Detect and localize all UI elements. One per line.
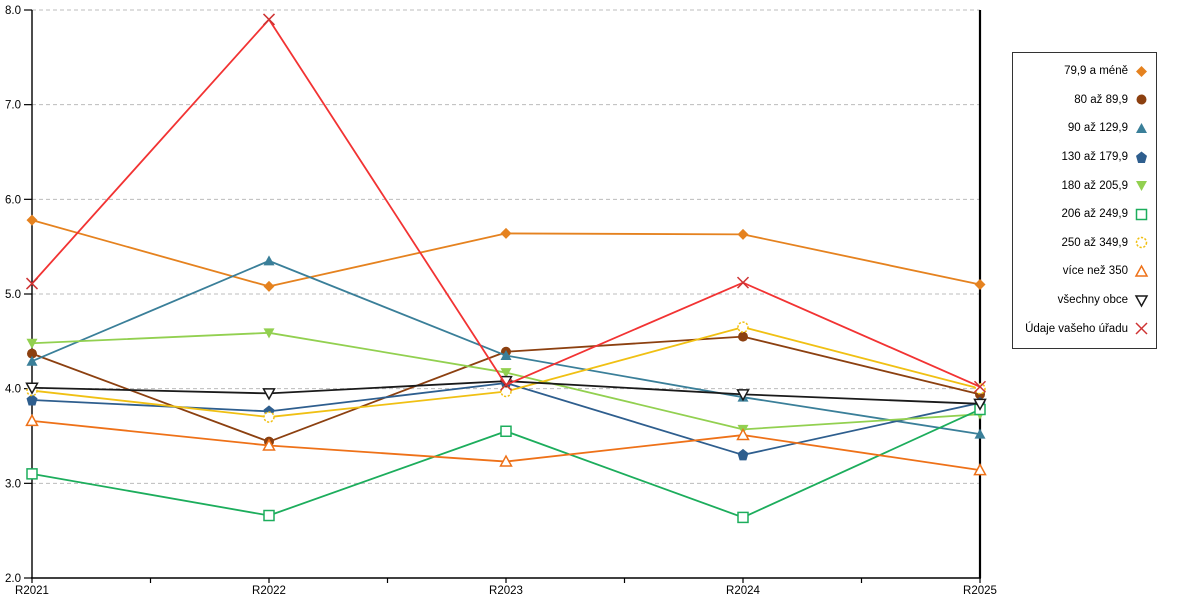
data-point-marker [27,348,37,359]
legend-marker-icon [1136,151,1147,163]
legend-marker-icon [1136,181,1147,192]
y-axis-tick-label: 6.0 [5,194,21,206]
data-point-marker [736,427,750,441]
data-point-marker [737,511,749,524]
legend-item-label: 90 až 129,9 [1067,122,1128,135]
y-axis-tick-label: 8.0 [5,5,21,17]
x-axis-category-label: R2023 [489,585,523,597]
legend-item-label: více než 350 [1062,265,1128,278]
legend-item-label: 79,9 a méně [1064,65,1128,78]
data-point-marker [500,227,512,239]
data-point-marker [499,378,513,391]
data-point-marker [500,368,512,379]
legend-item-label: 130 až 179,9 [1061,151,1128,164]
legend-item: 206 až 249,9 [1013,200,1156,229]
y-axis-tick-label: 7.0 [5,100,21,112]
data-point-marker [26,355,38,366]
legend-item: více než 350 [1013,257,1156,286]
data-point-marker [973,380,987,393]
y-axis: 8.0 7.0 6.0 5.0 4.0 3.0 2.0 [5,5,33,585]
data-point-marker [263,255,275,266]
legend-item: 80 až 89,9 [1013,86,1156,115]
data-point-marker [263,328,275,339]
series-90 až 129,9 [26,255,986,439]
legend: 79,9 a méně 80 až 89,9 90 až 129,9 130 až 1… [1012,52,1157,349]
legend-marker-icon [1135,322,1148,335]
data-point-marker [26,394,38,406]
data-point-marker [262,438,276,451]
legend-marker-icon [1134,294,1149,308]
data-point-marker [25,413,39,427]
data-point-marker [737,448,749,461]
series-79,9 a méně [26,214,986,292]
legend-item-label: 250 až 349,9 [1061,236,1128,249]
legend-marker-icon [1134,264,1149,277]
legend-item: 90 až 129,9 [1013,114,1156,143]
data-point-marker [263,280,275,292]
legend-item: 180 až 205,9 [1013,171,1156,200]
legend-marker-icon [1135,208,1148,221]
legend-marker-icon [1136,94,1147,105]
series-Údaje vašeho úřadu [25,13,987,393]
data-point-marker [1135,237,1148,249]
x-axis-category-label: R2022 [252,585,286,597]
data-point-marker [1134,264,1149,277]
x-axis: R2021 R2022 R2023 R2024 R2025 [15,577,997,597]
data-point-marker [500,425,512,438]
data-point-marker [1136,122,1147,133]
data-point-marker [1136,181,1147,192]
legend-item-label: 206 až 249,9 [1061,208,1128,221]
data-point-marker [736,389,750,402]
series-250 až 349,9 [26,321,986,423]
y-axis-tick-label: 3.0 [5,478,21,490]
data-point-marker [500,350,512,361]
x-axis-category-label: R2021 [15,585,49,597]
data-point-marker [973,463,987,476]
legend-item-label: Údaje vašeho úřadu [1025,322,1128,335]
legend-item: Údaje vašeho úřadu [1013,314,1156,343]
y-axis-tick-label: 2.0 [5,573,21,585]
legend-marker-icon [1136,122,1147,133]
data-point-marker [973,398,987,411]
data-point-marker [1136,65,1147,77]
legend-item: 130 až 179,9 [1013,143,1156,172]
data-point-marker [262,388,276,401]
series-více než 350 [25,413,987,476]
data-point-marker [262,13,276,26]
data-point-marker [1134,294,1149,308]
x-axis-category-label: R2024 [726,585,760,597]
legend-item-label: všechny obce [1057,294,1128,307]
data-point-marker [26,338,38,349]
legend-marker-icon [1136,65,1147,77]
data-point-marker [1135,208,1148,221]
data-point-marker [26,214,38,226]
data-point-marker [1135,322,1148,335]
data-point-marker [25,382,39,395]
series-všechny obce [25,375,987,411]
data-point-marker [1136,94,1147,105]
data-point-marker [736,276,750,289]
data-point-marker [737,321,749,333]
legend-item: všechny obce [1013,286,1156,315]
data-point-marker [499,454,513,467]
data-point-marker [25,277,39,290]
data-point-marker [26,468,38,480]
legend-item: 250 až 349,9 [1013,229,1156,258]
data-point-marker [1136,151,1147,163]
legend-item: 79,9 a méně [1013,57,1156,86]
x-axis-category-label: R2025 [963,585,997,597]
y-axis-tick-label: 4.0 [5,384,21,396]
data-point-marker [263,411,275,423]
data-point-marker [738,331,748,342]
data-point-marker [263,509,275,522]
legend-item-label: 80 až 89,9 [1074,93,1128,106]
data-point-marker [737,228,749,240]
data-point-marker [974,279,986,291]
legend-item-label: 180 až 205,9 [1061,179,1128,192]
data-point-marker [974,428,986,439]
legend-marker-icon [1135,237,1148,249]
y-axis-tick-label: 5.0 [5,289,21,301]
